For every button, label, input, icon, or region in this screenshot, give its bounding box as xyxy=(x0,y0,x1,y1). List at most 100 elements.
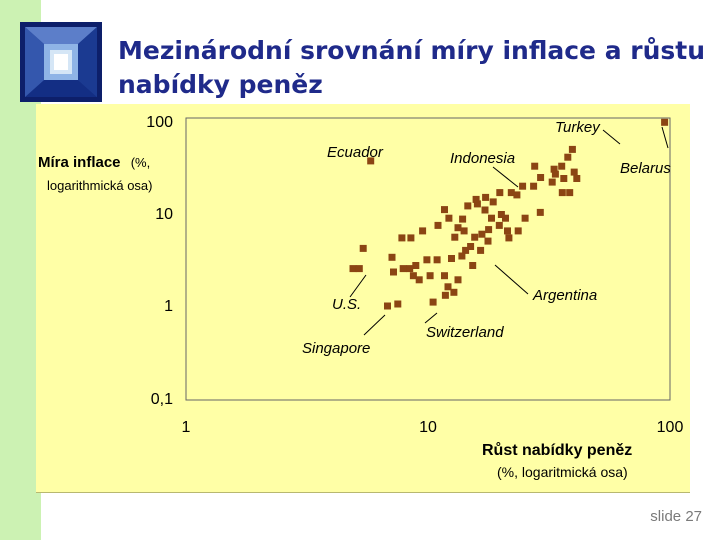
annotation-us: U.S. xyxy=(332,296,361,313)
data-point xyxy=(566,189,574,197)
data-point xyxy=(434,221,442,229)
y-axis-label: Míra inflace (%, xyxy=(38,154,150,171)
plot-frame xyxy=(185,117,671,401)
y-tick-label: 0,1 xyxy=(151,391,173,408)
data-point xyxy=(519,182,527,190)
data-point xyxy=(537,174,545,181)
data-point xyxy=(472,195,480,203)
data-point xyxy=(406,265,414,273)
data-point xyxy=(399,265,407,273)
data-point xyxy=(504,227,511,235)
annotation-indonesia: Indonesia xyxy=(450,150,515,167)
annotation-belarus: Belarus xyxy=(620,160,671,177)
chart-area xyxy=(36,104,690,493)
slide-number: slide 27 xyxy=(650,508,702,525)
y-tick-label: 100 xyxy=(146,114,173,131)
data-point xyxy=(496,189,504,197)
leader-turkey xyxy=(602,129,621,145)
x-tick-label: 10 xyxy=(419,419,437,436)
data-point xyxy=(454,276,462,284)
leader-switzerland xyxy=(424,312,438,324)
data-point xyxy=(355,265,363,273)
x-tick-label: 100 xyxy=(657,419,684,436)
data-point xyxy=(460,227,468,235)
annotation-argentina: Argentina xyxy=(532,287,597,304)
y-tick-label: 10 xyxy=(155,206,173,223)
y-axis-label-bold: Míra inflace xyxy=(38,154,121,171)
data-point xyxy=(573,175,581,182)
annotation-leaders xyxy=(349,126,669,336)
annotation-singapore: Singapore xyxy=(302,340,370,357)
data-point xyxy=(454,224,462,232)
data-point xyxy=(464,202,472,210)
data-point xyxy=(467,243,475,250)
annotation-switzerland: Switzerland xyxy=(426,324,504,341)
data-point xyxy=(441,272,448,280)
data-point xyxy=(482,193,490,201)
data-point xyxy=(473,200,481,208)
window-logo-icon xyxy=(20,22,102,102)
y-tick-label: 1 xyxy=(164,298,173,315)
data-point xyxy=(459,215,467,223)
x-axis-label-scale: (%, logaritmická osa) xyxy=(497,464,628,480)
annotation-turkey: Turkey xyxy=(555,119,601,136)
data-point xyxy=(469,262,477,269)
data-point xyxy=(495,221,503,229)
data-point xyxy=(388,253,396,261)
leader-belarus xyxy=(661,126,669,149)
data-point xyxy=(419,227,427,235)
title-line-1: Mezinárodní srovnání míry inflace a růst… xyxy=(118,36,706,65)
data-point xyxy=(505,234,513,242)
data-point xyxy=(409,272,417,280)
data-point xyxy=(488,214,495,222)
data-point xyxy=(462,246,470,254)
data-point xyxy=(451,233,459,241)
data-point xyxy=(497,211,505,218)
data-point xyxy=(426,272,434,280)
data-point xyxy=(384,302,391,310)
data-point xyxy=(560,175,568,182)
leader-us xyxy=(349,274,367,298)
data-point xyxy=(448,255,455,262)
data-point xyxy=(477,246,485,254)
y-axis-label-unit: (%, xyxy=(131,155,151,170)
y-axis-label-scale: logarithmická osa) xyxy=(47,178,153,193)
title-line-2: nabídky peněz xyxy=(118,70,323,99)
data-point xyxy=(485,226,493,234)
data-point xyxy=(531,162,539,170)
data-point xyxy=(444,283,452,291)
data-point xyxy=(507,189,515,197)
data-point xyxy=(551,170,559,178)
data-point xyxy=(390,268,397,276)
data-point xyxy=(530,182,538,190)
data-point xyxy=(514,227,522,235)
data-point xyxy=(349,265,357,273)
data-point xyxy=(513,191,521,199)
data-point xyxy=(502,214,509,222)
leader-argentina xyxy=(494,264,529,295)
data-point xyxy=(521,214,529,222)
data-point xyxy=(423,256,431,264)
data-point xyxy=(445,214,453,222)
data-point xyxy=(415,276,423,284)
data-point xyxy=(450,288,458,296)
data-point xyxy=(429,298,437,306)
data-point xyxy=(570,168,578,176)
data-point xyxy=(550,165,558,173)
annotation-ecuador: Ecuador xyxy=(327,144,384,161)
data-point xyxy=(568,145,576,153)
data-point xyxy=(661,118,669,126)
leader-indonesia xyxy=(492,166,519,188)
data-point xyxy=(412,262,420,269)
data-point xyxy=(548,178,556,186)
data-point xyxy=(394,300,402,308)
data-point xyxy=(367,157,375,165)
x-axis-label-bold: Růst nabídky peněz xyxy=(482,442,632,459)
data-point xyxy=(489,198,497,206)
data-points xyxy=(349,118,669,310)
slide-title: Mezinárodní srovnání míry inflace a růst… xyxy=(118,34,708,102)
data-point xyxy=(558,162,566,170)
leader-singapore xyxy=(363,314,386,336)
data-point xyxy=(398,234,406,242)
